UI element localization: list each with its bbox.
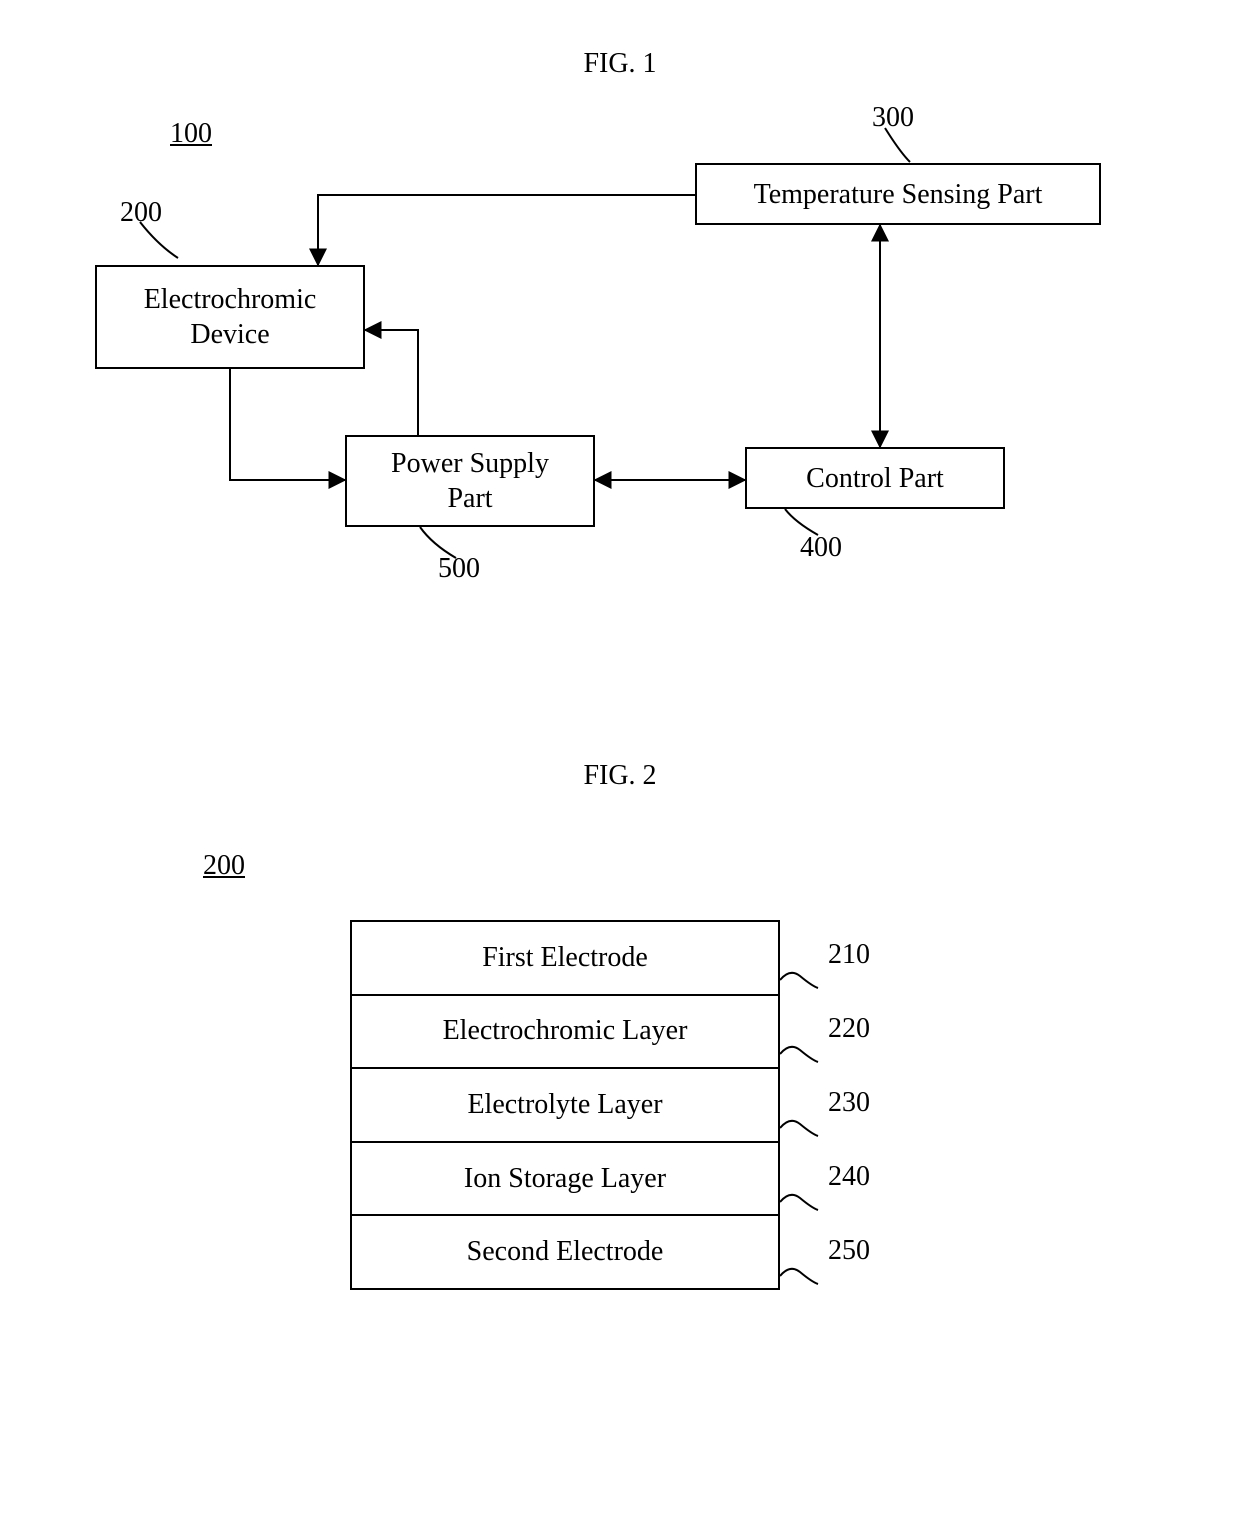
fig2-system-ref: 200 <box>203 850 245 882</box>
box-electrochromic-label: ElectrochromicDevice <box>144 282 317 352</box>
box-power-supply: Power SupplyPart <box>345 435 595 527</box>
fig1-ref-300: 300 <box>872 102 914 134</box>
layer-label: Ion Storage Layer <box>464 1163 666 1195</box>
fig1-ref-200: 200 <box>120 197 162 229</box>
box-control-part: Control Part <box>745 447 1005 509</box>
box-temperature-label: Temperature Sensing Part <box>754 177 1043 212</box>
layer-label: Electrochromic Layer <box>443 1015 688 1047</box>
fig2-title: FIG. 2 <box>583 760 656 792</box>
fig1-title: FIG. 1 <box>583 48 656 80</box>
layer-ref-210: 210 <box>828 939 870 971</box>
layer-first-electrode: First Electrode <box>352 922 778 996</box>
layer-ref-250: 250 <box>828 1235 870 1267</box>
layer-ref-240: 240 <box>828 1161 870 1193</box>
box-temperature-sensing: Temperature Sensing Part <box>695 163 1101 225</box>
box-power-label: Power SupplyPart <box>391 446 549 516</box>
layer-ref-230: 230 <box>828 1087 870 1119</box>
layer-electrolyte-layer: Electrolyte Layer <box>352 1069 778 1143</box>
box-control-label: Control Part <box>806 461 944 496</box>
fig1-system-ref: 100 <box>170 118 212 150</box>
layer-second-electrode: Second Electrode <box>352 1216 778 1288</box>
layer-label: Second Electrode <box>467 1236 664 1268</box>
fig1-ref-500: 500 <box>438 553 480 585</box>
layer-electrochromic-layer: Electrochromic Layer <box>352 996 778 1070</box>
layer-ion-storage-layer: Ion Storage Layer <box>352 1143 778 1217</box>
layer-ref-220: 220 <box>828 1013 870 1045</box>
box-electrochromic-device: ElectrochromicDevice <box>95 265 365 369</box>
layer-label: Electrolyte Layer <box>467 1089 662 1121</box>
layer-label: First Electrode <box>482 942 648 974</box>
layer-stack: First Electrode Electrochromic Layer Elect… <box>350 920 780 1290</box>
fig1-ref-400: 400 <box>800 532 842 564</box>
